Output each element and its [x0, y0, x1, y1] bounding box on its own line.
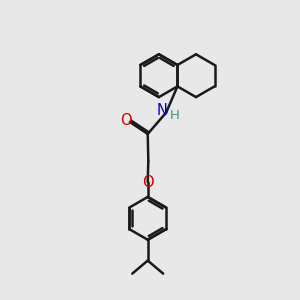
Text: H: H — [170, 109, 180, 122]
Text: O: O — [142, 175, 154, 190]
Text: O: O — [120, 113, 131, 128]
Text: N: N — [157, 103, 168, 118]
